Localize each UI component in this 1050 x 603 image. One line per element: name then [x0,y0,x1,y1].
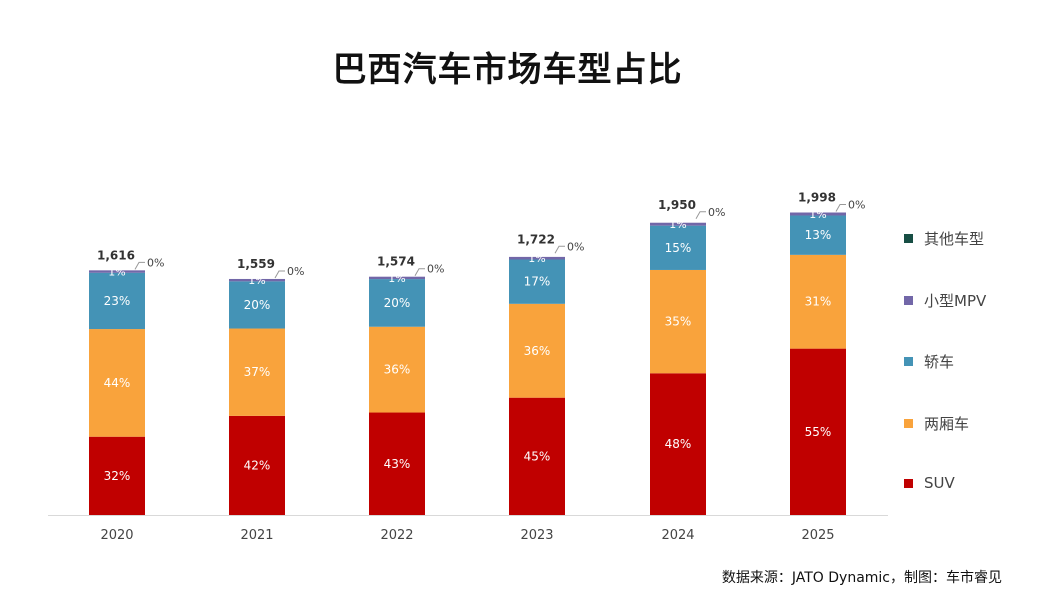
source-note: 数据来源：JATO Dynamic，制图：车市睿见 [721,570,1002,586]
total-label-2021: 1,559 [237,257,275,271]
legend-swatch [904,478,913,488]
x-tick-label-2024: 2024 [661,528,694,543]
segment-label-2021-2: 37% [244,365,271,379]
segment-label-2023-1: 45% [524,449,551,463]
segment-label-2025-4: 1% [809,208,826,221]
segment-label-2020-1: 32% [104,469,131,483]
bar-segment-2021-3 [229,281,285,329]
other-label-2023: 0% [567,240,584,253]
bar-segment-2024-1 [650,373,706,515]
total-label-2022: 1,574 [377,255,415,269]
bar-segment-2025-1 [790,348,846,515]
bar-segment-2023-4 [509,256,565,260]
other-leader-line-2021 [274,270,285,279]
bar-segment-2022-4 [369,276,425,280]
bar-segment-2021-1 [229,415,285,515]
segment-label-2023-3: 17% [524,275,551,289]
total-label-2024: 1,950 [658,198,696,212]
other-leader-line-2025 [835,204,846,212]
legend-swatch [904,418,913,428]
x-tick-label-2025: 2025 [801,528,834,543]
bar-segment-2025-3 [790,215,846,255]
segment-label-2021-3: 20% [244,298,271,312]
segment-label-2023-2: 36% [524,344,551,358]
bar-segment-2020-1 [89,436,145,515]
segment-label-2025-1: 55% [805,425,832,439]
legend-swatch [904,357,913,366]
x-tick-label-2021: 2021 [240,528,273,543]
other-leader-line-2020 [134,261,145,270]
bar-segment-2023-3 [509,259,565,304]
other-leader-line-2024 [695,211,706,220]
bar-segment-2025-4 [790,212,846,216]
bar-segment-2021-2 [229,328,285,416]
bar-segment-2022-3 [369,279,425,327]
segment-label-2024-3: 15% [665,241,692,255]
bar-segment-2022-1 [369,412,425,515]
bar-segment-2024-4 [650,222,706,226]
bar-segment-2023-2 [509,303,565,398]
total-label-2023: 1,722 [517,232,555,246]
legend-swatch [904,295,913,305]
segment-label-2022-1: 43% [384,457,411,471]
bar-segment-2025-2 [790,254,846,349]
segment-label-2022-3: 20% [384,296,411,310]
segment-label-2022-4: 1% [388,272,405,285]
x-tick-label-2022: 2022 [380,528,413,543]
other-leader-line-2023 [554,245,565,254]
x-tick-label-2023: 2023 [520,528,553,543]
legend-item-5: 其他车型 [904,228,984,249]
segment-label-2023-4: 1% [528,252,545,265]
bar-segment-2023-1 [509,397,565,515]
segment-label-2021-1: 42% [244,458,271,472]
segment-label-2021-4: 1% [248,274,265,287]
segment-label-2020-3: 23% [104,294,131,308]
chart-title: 巴西汽车市场车型占比 [332,50,683,90]
legend-label: 轿车 [924,353,955,371]
segment-label-2020-2: 44% [104,376,131,390]
x-tick-label-2020: 2020 [100,528,133,543]
bar-segment-2022-2 [369,326,425,413]
legend-swatch [904,234,913,243]
total-label-2025: 1,998 [798,191,836,205]
segment-label-2025-2: 31% [805,295,832,309]
segment-label-2024-2: 35% [665,315,692,329]
segment-label-2024-1: 48% [665,437,692,451]
legend-item-2: 两厢车 [904,413,969,434]
other-label-2025: 0% [848,199,865,212]
segment-label-2025-3: 13% [805,228,832,242]
other-label-2022: 0% [427,263,444,276]
bar-segment-2021-4 [229,278,285,282]
legend-item-3: 轿车 [904,351,954,372]
segment-label-2020-4: 1% [108,266,125,279]
other-label-2021: 0% [287,265,304,278]
total-label-2020: 1,616 [97,248,135,262]
other-label-2024: 0% [708,206,725,219]
bar-segment-2020-3 [89,272,145,330]
legend-label: 其他车型 [924,230,985,248]
legend-label: 小型MPV [924,291,987,310]
legend-label: 两厢车 [924,414,970,433]
legend-label: SUV [924,474,955,492]
bar-segment-2020-4 [89,270,145,273]
segment-label-2024-4: 1% [669,218,686,231]
other-label-2020: 0% [147,256,164,269]
bar-segment-2024-3 [650,225,706,270]
bar-segment-2020-2 [89,329,145,437]
legend-item-1: SUV [904,474,955,492]
legend-item-4: 小型MPV [904,290,986,311]
segment-label-2022-2: 36% [384,363,411,377]
bar-segment-2024-2 [650,269,706,374]
other-leader-line-2022 [414,268,425,276]
